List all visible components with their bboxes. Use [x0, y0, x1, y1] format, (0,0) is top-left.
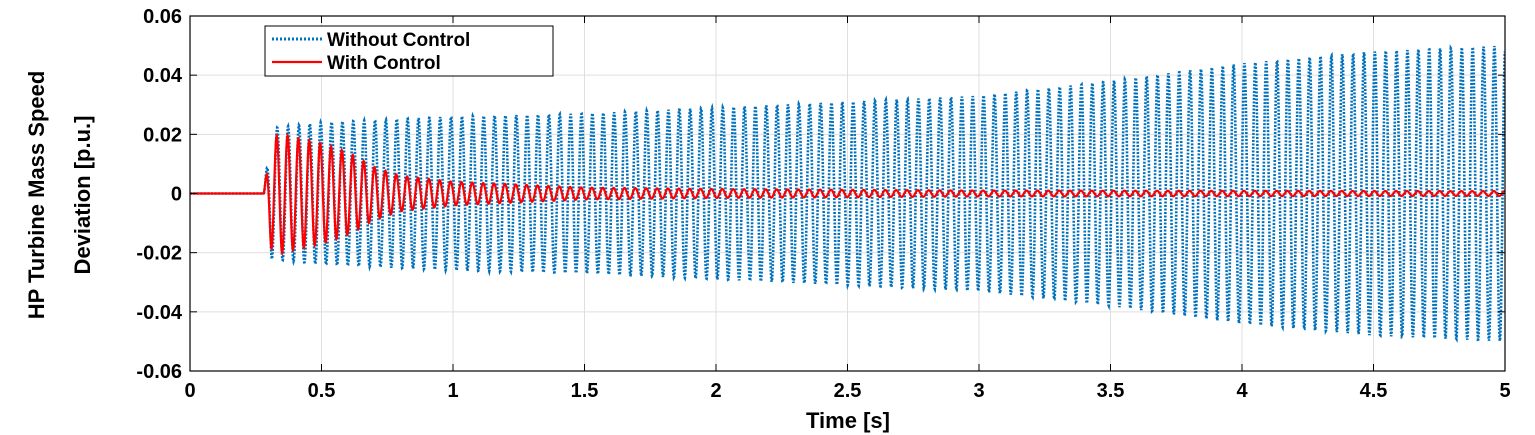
y-tick-label: 0.04 — [143, 65, 183, 87]
legend-label-with-control: With Control — [327, 53, 441, 74]
y-tick-label: -0.04 — [136, 302, 182, 324]
y-axis-label-line-1: HP Turbine Mass Speed — [24, 71, 49, 320]
x-axis-label: Time [s] — [806, 408, 890, 433]
legend: Without Control With Control — [264, 25, 554, 77]
x-tick-label: 0.5 — [308, 380, 336, 402]
tick-marks — [189, 15, 1506, 372]
x-tick-label: 4.5 — [1360, 380, 1388, 402]
x-tick-label: 4 — [1236, 380, 1248, 402]
x-tick-label: 3.5 — [1097, 380, 1125, 402]
plot-area — [190, 44, 1505, 343]
x-tick-label: 1 — [447, 380, 458, 402]
y-tick-label: 0 — [171, 184, 182, 206]
x-tick-label: 3 — [973, 380, 984, 402]
y-tick-label: 0.02 — [143, 124, 182, 146]
series-line-with-control — [190, 132, 1505, 257]
y-tick-label: -0.02 — [136, 243, 182, 265]
x-tick-label: 2.5 — [834, 380, 862, 402]
y-axis-label-line-2: Deviation [p.u.] — [70, 116, 95, 275]
y-tick-labels: 0.06 0.04 0.02 0 -0.02 -0.04 -0.06 — [136, 6, 182, 383]
y-tick-label: 0.06 — [143, 6, 182, 28]
series-line-without-control — [190, 44, 1505, 343]
legend-box — [264, 25, 554, 77]
x-tick-label: 1.5 — [571, 380, 599, 402]
x-tick-label: 2 — [710, 380, 721, 402]
x-tick-label: 0 — [184, 380, 195, 402]
legend-label-without-control: Without Control — [327, 30, 470, 51]
y-tick-label: -0.06 — [136, 361, 182, 383]
x-tick-label: 5 — [1499, 380, 1510, 402]
y-axis-label-2: Deviation [p.u.] — [70, 116, 95, 275]
x-tick-labels: 0 0.5 1 1.5 2 2.5 3 3.5 4 4.5 5 — [184, 380, 1510, 402]
y-axis-label: HP Turbine Mass Speed — [24, 71, 49, 320]
